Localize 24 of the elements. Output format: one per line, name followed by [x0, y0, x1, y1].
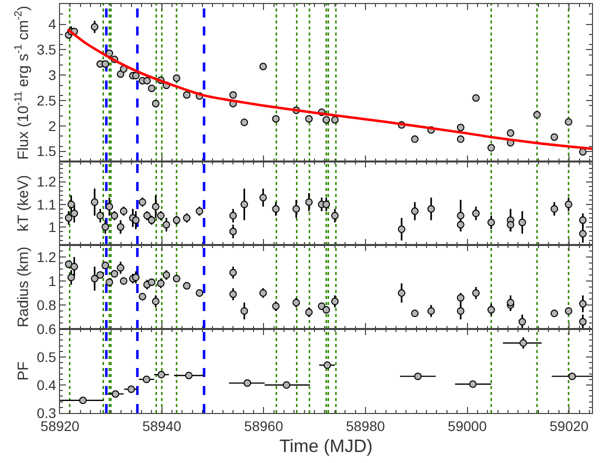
- y-axis-title: Radius (km): [14, 246, 32, 328]
- y-tick-label: 1.1: [36, 196, 56, 212]
- y-tick-label: 0.8: [36, 296, 56, 313]
- x-tick-label: 59000: [448, 418, 487, 434]
- y-axis-title: kT (keV): [14, 175, 32, 232]
- y-tick-label: 4: [48, 16, 56, 32]
- x-tick-label: 58980: [346, 418, 386, 434]
- y-tick-label: 1.5: [36, 143, 56, 160]
- x-tick-label: 58940: [142, 418, 182, 434]
- x-axis-title: Time (MJD): [279, 436, 373, 456]
- y-axis-title: PF: [14, 361, 32, 381]
- y-tick-label: 2.5: [36, 92, 56, 108]
- y-tick-label: 1: [48, 272, 56, 289]
- y-tick-label: 1.2: [36, 248, 56, 265]
- y-tick-label: 2: [48, 118, 56, 134]
- y-tick-label: 0.5: [36, 348, 56, 365]
- y-tick-label: 0.6: [36, 320, 56, 337]
- y-tick-label: 3: [48, 67, 56, 84]
- y-tick-label: 3.5: [36, 42, 56, 58]
- x-tick-label: 58960: [244, 418, 284, 434]
- y-tick-label: 0.4: [36, 376, 56, 393]
- y-tick-label: 1.2: [36, 174, 56, 190]
- y-tick-label: 1: [48, 218, 56, 235]
- x-tick-label: 59020: [550, 418, 589, 434]
